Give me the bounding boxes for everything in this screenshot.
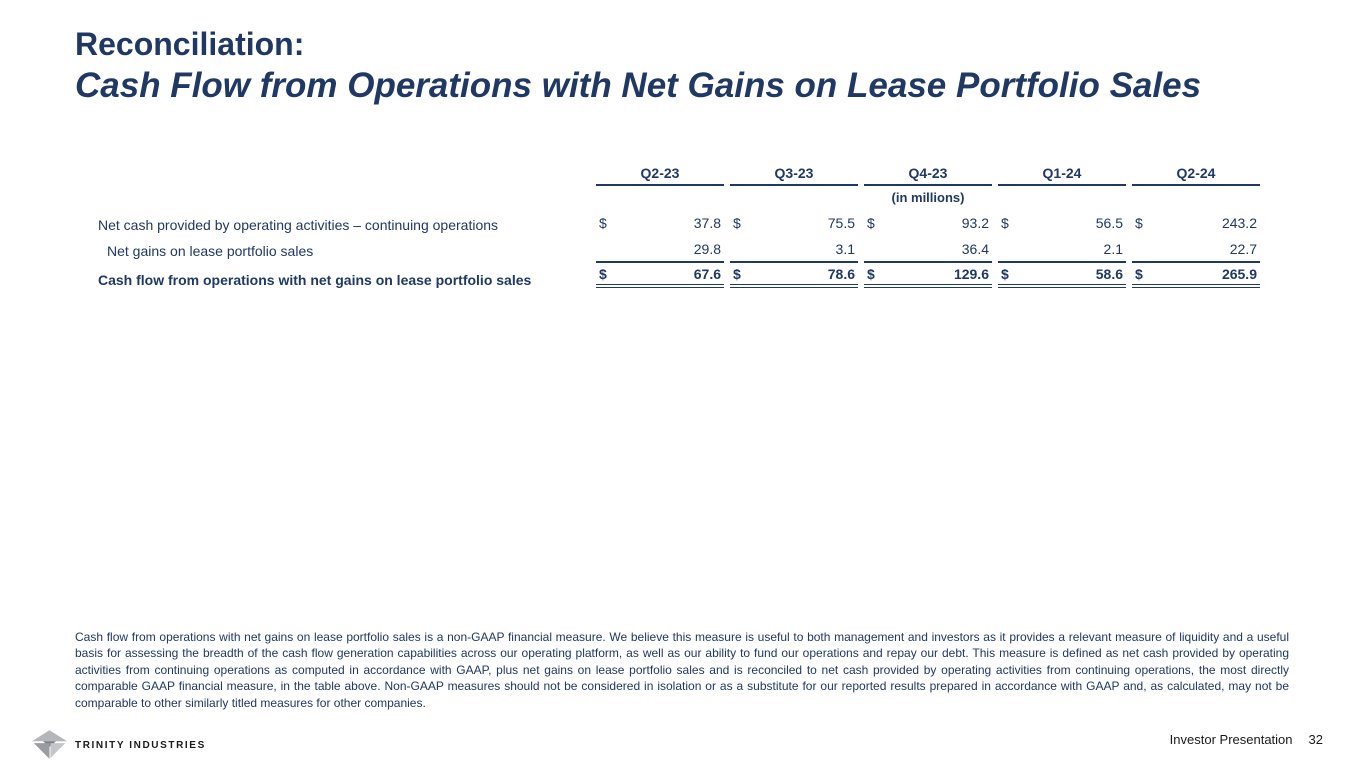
currency-symbol: $ [733, 266, 741, 282]
value-cell: $ 75.5 [730, 215, 858, 233]
cell-value: 265.9 [1221, 266, 1257, 282]
table-row-net-gains: Net gains on lease portfolio sales 29.8 … [98, 233, 1274, 259]
value-cell: $ 58.6 [998, 261, 1126, 288]
value-cell: $ 78.6 [730, 261, 858, 288]
column-header-q1-24: Q1-24 [998, 165, 1126, 186]
cell-value: 2.1 [1103, 241, 1123, 257]
table-row-total: Cash flow from operations with net gains… [98, 259, 1274, 288]
cell-value: 93.2 [961, 215, 989, 231]
page-number: 32 [1308, 732, 1323, 747]
page-title: Reconciliation: [75, 26, 305, 62]
reconciliation-table: Q2-23 Q3-23 Q4-23 Q1-24 Q2-24 (in millio… [98, 164, 1274, 288]
currency-symbol: $ [867, 266, 875, 282]
currency-symbol: $ [1135, 215, 1143, 231]
cell-value: 75.5 [827, 215, 855, 231]
value-cell: $ 265.9 [1132, 261, 1260, 288]
cell-value: 29.8 [693, 241, 721, 257]
cell-value: 243.2 [1221, 215, 1257, 231]
units-row: (in millions) [98, 186, 1274, 207]
cell-value: 22.7 [1229, 241, 1257, 257]
column-header-q4-23: Q4-23 [864, 165, 992, 186]
value-cell: $ 243.2 [1132, 215, 1260, 233]
cell-value: 58.6 [1095, 266, 1123, 282]
table-header-row: Q2-23 Q3-23 Q4-23 Q1-24 Q2-24 [98, 164, 1274, 186]
column-header-q2-24: Q2-24 [1132, 165, 1260, 186]
currency-symbol: $ [599, 266, 607, 282]
footer-page-block: Investor Presentation 32 [1170, 732, 1323, 747]
cell-value: 129.6 [953, 266, 989, 282]
units-note: (in millions) [891, 190, 965, 205]
table-row-operating-activities: Net cash provided by operating activitie… [98, 207, 1274, 233]
title-block: Reconciliation: Cash Flow from Operation… [75, 24, 1335, 108]
value-cell: $ 67.6 [596, 261, 724, 288]
cell-value: 78.6 [827, 266, 855, 282]
currency-symbol: $ [599, 215, 607, 231]
column-header-q2-23: Q2-23 [596, 165, 724, 186]
value-cell: 3.1 [730, 241, 858, 259]
currency-symbol: $ [733, 215, 741, 231]
currency-symbol: $ [1001, 266, 1009, 282]
value-cell: $ 37.8 [596, 215, 724, 233]
currency-symbol: $ [1135, 266, 1143, 282]
value-cell: 29.8 [596, 241, 724, 259]
value-cell: $ 93.2 [864, 215, 992, 233]
cell-value: 67.6 [693, 266, 721, 282]
footer-logo-block: TRINITY INDUSTRIES [31, 729, 206, 761]
value-cell: 22.7 [1132, 241, 1260, 259]
page-subtitle: Cash Flow from Operations with Net Gains… [75, 66, 1202, 105]
cell-value: 56.5 [1095, 215, 1123, 231]
row-label: Net cash provided by operating activitie… [98, 217, 499, 233]
cell-value: 3.1 [835, 241, 855, 257]
cell-value: 37.8 [693, 215, 721, 231]
presentation-label: Investor Presentation [1169, 732, 1293, 747]
row-label: Net gains on lease portfolio sales [107, 243, 314, 259]
currency-symbol: $ [1001, 215, 1009, 231]
value-cell: 36.4 [864, 241, 992, 259]
value-cell: $ 56.5 [998, 215, 1126, 233]
company-name: TRINITY INDUSTRIES [75, 739, 206, 751]
cell-value: 36.4 [961, 241, 989, 257]
value-cell: 2.1 [998, 241, 1126, 259]
trinity-logo-icon [31, 729, 68, 761]
column-header-q3-23: Q3-23 [730, 165, 858, 186]
currency-symbol: $ [867, 215, 875, 231]
row-label: Cash flow from operations with net gains… [98, 272, 532, 288]
value-cell: $ 129.6 [864, 261, 992, 288]
non-gaap-footnote: Cash flow from operations with net gains… [75, 630, 1289, 710]
